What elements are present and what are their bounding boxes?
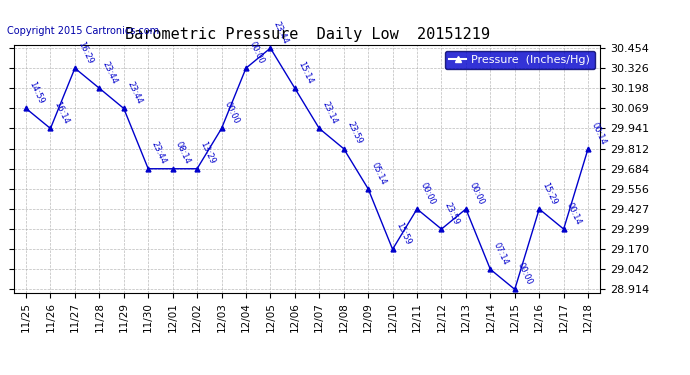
Text: 15:29: 15:29 — [540, 181, 559, 206]
Text: 00:00: 00:00 — [516, 261, 534, 286]
Text: 16:29: 16:29 — [77, 40, 95, 65]
Text: 23:44: 23:44 — [101, 60, 119, 86]
Text: 16:14: 16:14 — [52, 100, 70, 126]
Text: 00:14: 00:14 — [565, 201, 583, 226]
Title: Barometric Pressure  Daily Low  20151219: Barometric Pressure Daily Low 20151219 — [125, 27, 489, 42]
Legend: Pressure  (Inches/Hg): Pressure (Inches/Hg) — [445, 51, 595, 69]
Text: 07:14: 07:14 — [492, 241, 510, 267]
Text: Copyright 2015 Cartronics.com: Copyright 2015 Cartronics.com — [7, 26, 159, 36]
Text: 15:59: 15:59 — [394, 221, 412, 246]
Text: 00:00: 00:00 — [467, 181, 486, 206]
Text: 00:00: 00:00 — [418, 181, 437, 206]
Text: 05:14: 05:14 — [370, 161, 388, 186]
Text: 23:59: 23:59 — [345, 120, 364, 146]
Text: 00:14: 00:14 — [589, 121, 608, 146]
Text: 00:00: 00:00 — [247, 40, 266, 65]
Text: 14:59: 14:59 — [28, 80, 46, 106]
Text: 00:00: 00:00 — [223, 100, 241, 126]
Text: 23:59: 23:59 — [443, 201, 461, 226]
Text: 23:14: 23:14 — [321, 100, 339, 126]
Text: 23:44: 23:44 — [272, 20, 290, 45]
Text: 23:44: 23:44 — [125, 80, 144, 106]
Text: 23:44: 23:44 — [150, 141, 168, 166]
Text: 15:14: 15:14 — [296, 60, 315, 86]
Text: 08:14: 08:14 — [174, 141, 193, 166]
Text: 13:29: 13:29 — [199, 141, 217, 166]
